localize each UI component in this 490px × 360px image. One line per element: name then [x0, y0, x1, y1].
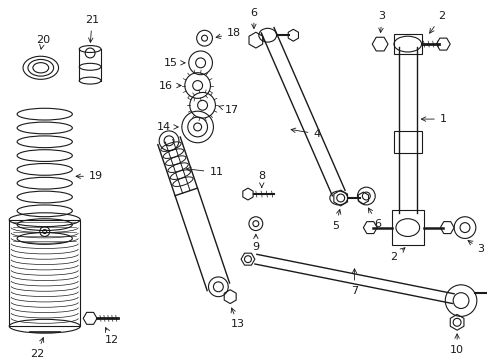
Text: 3: 3: [468, 240, 484, 254]
Text: 8: 8: [258, 171, 265, 187]
Text: 6: 6: [250, 8, 257, 28]
Text: 21: 21: [85, 15, 99, 42]
Text: 20: 20: [36, 35, 50, 49]
Text: 2: 2: [430, 12, 445, 33]
Text: 13: 13: [231, 308, 245, 329]
Text: 11: 11: [187, 167, 223, 177]
Text: 17: 17: [219, 105, 239, 115]
Text: 10: 10: [450, 334, 464, 355]
Text: 8: 8: [0, 359, 1, 360]
Text: 3: 3: [379, 12, 386, 32]
Text: 6: 6: [368, 208, 382, 229]
Bar: [394, 131, 421, 153]
Text: 5: 5: [332, 210, 341, 231]
Text: 22: 22: [30, 338, 44, 359]
Text: 2: 2: [391, 248, 405, 262]
Bar: [392, 210, 423, 246]
Text: 15: 15: [164, 58, 185, 68]
Text: 16: 16: [159, 81, 181, 90]
Bar: [394, 34, 421, 54]
Text: 19: 19: [76, 171, 103, 181]
Text: 7: 7: [351, 269, 358, 296]
Text: 18: 18: [216, 28, 241, 39]
Text: 1: 1: [421, 114, 447, 124]
Text: 9: 9: [252, 234, 259, 252]
Text: 12: 12: [105, 328, 119, 345]
Text: 14: 14: [157, 122, 178, 132]
Text: 4: 4: [291, 128, 320, 139]
Bar: [9, 220, 80, 326]
